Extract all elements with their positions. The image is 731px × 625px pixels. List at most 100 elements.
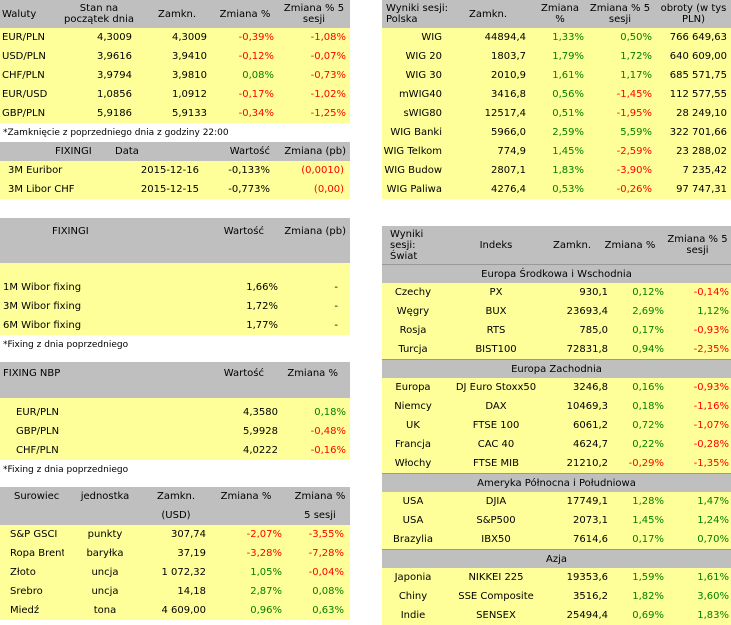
table-cell: -0,73%	[310, 70, 346, 81]
commodity-row: Miedź tona 4 609,00 0,96% 0,63%	[0, 601, 350, 620]
col-header: Zmiana % 5 sesji	[283, 3, 345, 25]
table-cell: 2,87%	[250, 586, 282, 597]
table-cell: 1,05%	[250, 567, 282, 578]
table-cell: -0,773%	[228, 184, 270, 195]
table-cell: 7 235,42	[682, 165, 727, 176]
table-cell: EUR/PLN	[2, 32, 46, 43]
table-cell: 1,77%	[246, 320, 278, 331]
table-cell: Srebro	[10, 586, 43, 597]
table-cell: -2,07%	[246, 529, 282, 540]
table-cell: SSE Composite	[458, 591, 534, 602]
table-cell: 4,3009	[172, 32, 207, 43]
table-cell: 14,18	[177, 586, 206, 597]
table-cell: Europa	[395, 382, 431, 393]
table-cell: 322 701,66	[669, 127, 727, 138]
fixing-table-body: 3M Euribor 2015-12-16 -0,133% (0,0010) 3M Li…	[0, 161, 350, 199]
nbp-table-header: FIXING NBP Wartość Zmiana %	[0, 362, 350, 398]
table-cell: 0,69%	[632, 610, 664, 621]
table-cell: 2015-12-15	[140, 184, 199, 195]
table-cell: 3416,8	[491, 89, 526, 100]
poland-row: sWIG80 12517,4 0,51% -1,95% 28 249,10	[382, 104, 731, 123]
table-cell: 5,59%	[620, 127, 652, 138]
table-cell: 3516,2	[573, 591, 608, 602]
table-cell: Miedź	[10, 605, 40, 616]
table-cell: 1,61%	[552, 70, 584, 81]
world-row: Niemcy DAX 10469,3 0,18% -1,16%	[382, 397, 731, 416]
col-header: Zmiana % 5 sesji	[667, 234, 728, 256]
poland-row: WIG Paliwa 4276,4 0,53% -0,26% 97 747,31	[382, 180, 731, 199]
table-cell: -1,35%	[693, 458, 729, 469]
table-cell: 4,0222	[243, 445, 278, 456]
table-cell: NIKKEI 225	[468, 572, 524, 583]
table-cell: -0,26%	[616, 184, 652, 195]
table-cell: -3,28%	[246, 548, 282, 559]
commodity-row: S&P GSCI punkty 307,74 -2,07% -3,55%	[0, 525, 350, 544]
table-cell: EUR/PLN	[16, 407, 60, 418]
table-cell: 930,1	[579, 287, 608, 298]
col-header: Zmiana (pb)	[284, 226, 346, 237]
table-cell: 23 288,02	[676, 146, 727, 157]
world-row: Brazylia IBX50 7614,6 0,17% 0,70%	[382, 530, 731, 549]
table-cell: 1,79%	[552, 51, 584, 62]
table-cell: -1,16%	[693, 401, 729, 412]
world-row: Rosja RTS 785,0 0,17% -0,93%	[382, 321, 731, 340]
table-cell: 0,51%	[552, 108, 584, 119]
table-cell: Węgry	[396, 306, 430, 317]
region-header: Azja	[382, 549, 731, 568]
table-cell: 1 072,32	[161, 567, 206, 578]
table-cell: -1,45%	[616, 89, 652, 100]
table-cell: USD/PLN	[2, 51, 46, 62]
table-cell: -0,12%	[238, 51, 274, 62]
table-cell: punkty	[87, 529, 123, 540]
table-cell: 3,60%	[697, 591, 729, 602]
table-cell: Złoto	[10, 567, 36, 578]
world-row: Chiny SSE Composite 3516,2 1,82% 3,60%	[382, 587, 731, 606]
table-cell: 1,83%	[552, 165, 584, 176]
table-cell: 7614,6	[573, 534, 608, 545]
table-cell: WIG	[421, 32, 442, 43]
col-header: Zmiana %	[541, 3, 579, 25]
table-cell: PX	[489, 287, 503, 298]
table-cell: -0,93%	[693, 325, 729, 336]
table-cell: 1,45%	[632, 515, 664, 526]
world-row: Japonia NIKKEI 225 19353,6 1,59% 1,61%	[382, 568, 731, 587]
table-cell: BIST100	[475, 344, 517, 355]
table-cell: 112 577,55	[669, 89, 727, 100]
table-cell: 1,82%	[632, 591, 664, 602]
col-header: Zmiana % 5 sesji	[589, 3, 651, 25]
region-header: Europa Środkowa i Wschodnia	[382, 264, 731, 283]
col-header: obroty (w tys PLN)	[660, 3, 727, 25]
table-cell: GBP/PLN	[2, 108, 46, 119]
wibor-row: 1M Wibor fixing 1,66% -	[0, 278, 350, 297]
nbp-row: GBP/PLN 5,9928 -0,48%	[0, 422, 350, 441]
table-cell: -0,133%	[228, 165, 270, 176]
table-cell: 4624,7	[573, 439, 608, 450]
table-cell: 0,08%	[312, 586, 344, 597]
world-row: Europa DJ Euro Stoxx50 3246,8 0,16% -0,93%	[382, 378, 731, 397]
world-row: USA S&P500 2073,1 1,45% 1,24%	[382, 511, 731, 530]
world-table-header: Wyniki sesji: Świat Indeks Zamkn. Zmiana…	[382, 226, 731, 264]
table-cell: (0,00)	[313, 184, 344, 195]
currency-row: EUR/USD 1,0856 1,0912 -0,17% -1,02%	[0, 85, 350, 104]
poland-row: WIG 44894,4 1,33% 0,50% 766 649,63	[382, 28, 731, 47]
table-cell: Japonia	[394, 572, 432, 583]
table-cell: 0,53%	[552, 184, 584, 195]
currency-row: GBP/PLN 5,9186 5,9133 -0,34% -1,25%	[0, 104, 350, 123]
wibor-row: 3M Wibor fixing 1,72% -	[0, 297, 350, 316]
col-header: (USD)	[161, 510, 191, 521]
table-cell: -0,04%	[308, 567, 344, 578]
world-row: Francja CAC 40 4624,7 0,22% -0,28%	[382, 435, 731, 454]
table-cell: 766 649,63	[669, 32, 727, 43]
table-cell: -0,07%	[310, 51, 346, 62]
table-cell: 774,9	[497, 146, 526, 157]
table-cell: 3,9410	[172, 51, 207, 62]
commodities-table-body: S&P GSCI punkty 307,74 -2,07% -3,55% Ropa Bre…	[0, 525, 350, 620]
table-cell: WIG Banki	[390, 127, 442, 138]
table-cell: WIG Telkom	[383, 146, 442, 157]
col-header: Zmiana %	[287, 368, 338, 379]
table-cell: uncja	[91, 567, 119, 578]
table-cell: DJIA	[485, 496, 507, 507]
table-cell: 4,3009	[97, 32, 132, 43]
table-cell: 0,63%	[312, 605, 344, 616]
table-cell: 1,28%	[632, 496, 664, 507]
